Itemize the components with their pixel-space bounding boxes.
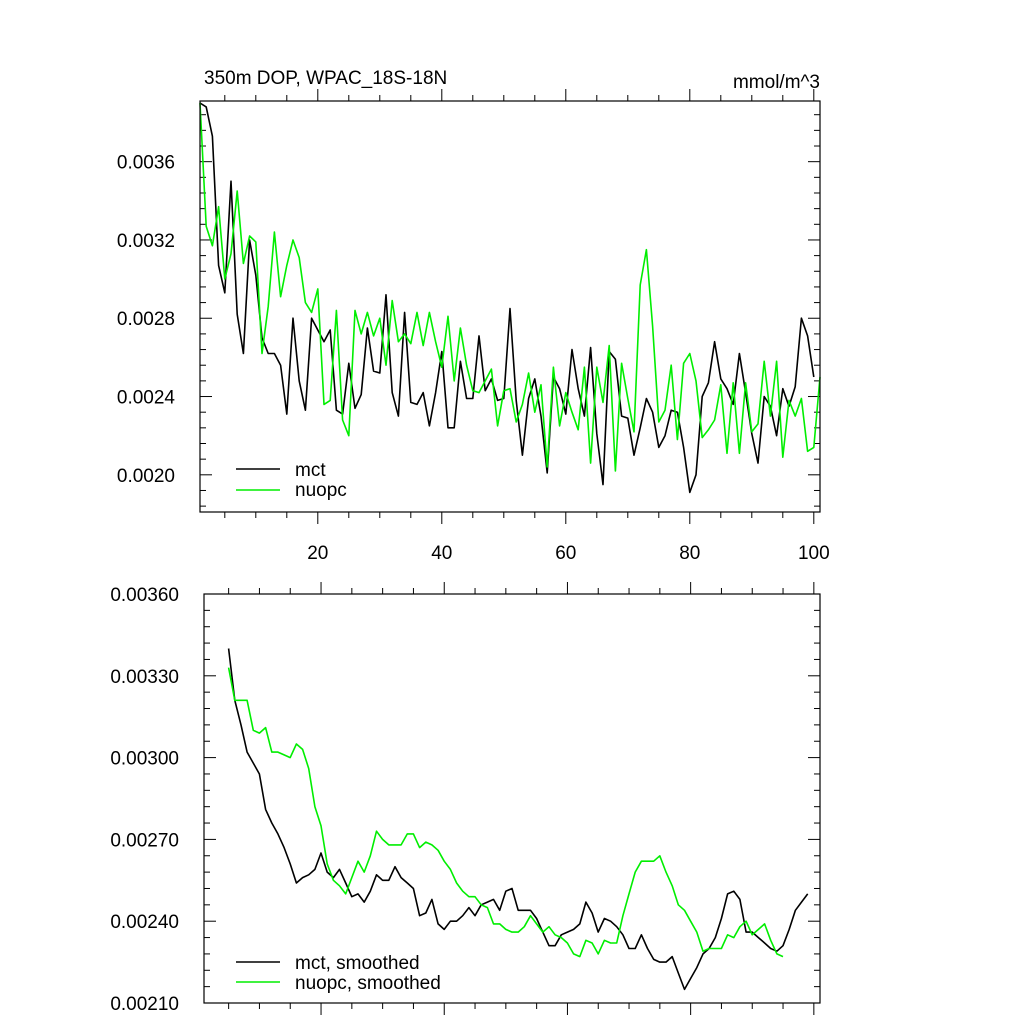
y-tick-label: 0.00210: [110, 994, 179, 1015]
y-tick-label: 0.00300: [110, 749, 179, 770]
x-tick-label: 60: [555, 543, 576, 564]
legend-label-mct-smoothed: mct, smoothed: [295, 953, 420, 974]
top-chart-ticks: [200, 89, 820, 524]
y-tick-label: 0.0024: [117, 388, 176, 409]
y-tick-label: 0.00270: [110, 830, 179, 851]
top-chart: 350m DOP, WPAC_18S-18N mmol/m^3 0.00200.…: [117, 68, 830, 564]
bottom-chart-legend: mct, smoothed nuopc, smoothed: [236, 953, 441, 994]
top-chart-x-tick-labels: 20 40 60 80 100: [307, 543, 829, 564]
bottom-chart-y-tick-labels: 0.00210 0.00240 0.00270 0.00300 0.00330 0.003…: [110, 585, 179, 1015]
y-tick-label: 0.00240: [110, 912, 179, 933]
top-chart-title: 350m DOP, WPAC_18S-18N: [204, 68, 447, 89]
y-tick-label: 0.00360: [110, 585, 179, 606]
bottom-chart-lines: [227, 648, 809, 991]
x-tick-label: 20: [307, 543, 328, 564]
top-chart-y-tick-labels: 0.0020 0.0024 0.0028 0.0032 0.0036: [117, 153, 176, 487]
y-tick-label: 0.0028: [117, 309, 175, 330]
y-tick-label: 0.00330: [110, 667, 179, 688]
legend-label-nuopc: nuopc: [295, 480, 347, 501]
series-line-mct: [199, 102, 815, 494]
series-line-mct-smoothed: [227, 648, 809, 991]
top-chart-lines: [199, 102, 821, 494]
x-tick-label: 100: [798, 543, 830, 564]
bottom-chart: 0.00210 0.00240 0.00270 0.00300 0.00330 0.003…: [110, 582, 821, 1015]
y-tick-label: 0.0020: [117, 466, 175, 487]
legend-label-mct: mct: [295, 460, 326, 481]
top-chart-frame: [199, 100, 821, 513]
y-tick-label: 0.0032: [117, 231, 175, 252]
top-chart-legend: mct nuopc: [236, 460, 347, 501]
bottom-chart-ticks: [204, 582, 820, 1015]
series-line-nuopc-smoothed: [227, 667, 784, 958]
bottom-chart-frame: [203, 593, 821, 1004]
series-line-nuopc: [199, 102, 821, 472]
x-tick-label: 80: [679, 543, 700, 564]
y-tick-label: 0.0036: [117, 153, 175, 174]
x-tick-label: 40: [431, 543, 452, 564]
legend-label-nuopc-smoothed: nuopc, smoothed: [295, 973, 441, 994]
top-chart-units: mmol/m^3: [733, 72, 820, 93]
